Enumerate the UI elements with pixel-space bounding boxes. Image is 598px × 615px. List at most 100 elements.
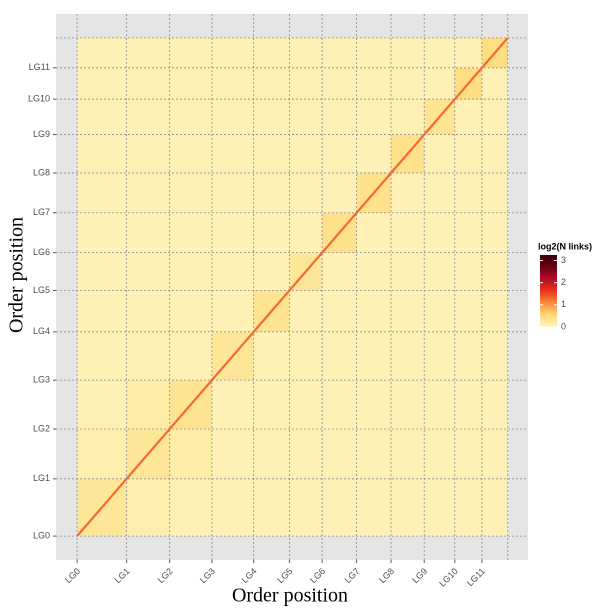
heatmap-cell bbox=[391, 331, 425, 381]
heatmap-cell bbox=[454, 134, 482, 173]
heatmap-cell bbox=[481, 478, 508, 537]
heatmap-cell bbox=[481, 172, 508, 213]
heatmap-cell bbox=[356, 134, 392, 173]
heatmap-cell bbox=[126, 99, 170, 135]
heatmap-cell bbox=[322, 290, 357, 332]
heatmap-cell bbox=[481, 252, 508, 291]
y-tick-label: LG1 bbox=[33, 473, 50, 483]
heatmap-cell bbox=[253, 212, 290, 253]
heatmap-cell bbox=[126, 331, 170, 381]
heatmap-cell bbox=[391, 478, 425, 537]
y-tick-label: LG11 bbox=[29, 62, 50, 72]
y-tick-label: LG3 bbox=[33, 375, 50, 385]
heatmap-cell bbox=[126, 134, 170, 173]
heatmap-cell bbox=[481, 290, 508, 332]
heatmap-cell bbox=[481, 428, 508, 479]
y-tick-label: LG7 bbox=[33, 207, 50, 217]
heatmap-cell bbox=[424, 212, 455, 253]
heatmap-cell bbox=[77, 134, 127, 173]
heatmap-cell bbox=[356, 37, 392, 68]
heatmap-cell bbox=[289, 331, 323, 381]
heatmap-cell bbox=[481, 212, 508, 253]
heatmap-cell bbox=[356, 331, 392, 381]
heatmap-cell bbox=[356, 478, 392, 537]
heatmap-cell bbox=[253, 134, 290, 173]
x-tick-label: LG8 bbox=[377, 566, 396, 585]
y-tick-label: LG4 bbox=[33, 326, 50, 336]
heatmap-cell bbox=[169, 67, 212, 100]
heatmap-cell bbox=[391, 172, 425, 213]
heatmap-cell bbox=[211, 67, 254, 100]
heatmap-cell bbox=[481, 331, 508, 381]
x-tick-label: LG5 bbox=[275, 566, 294, 585]
colorbar-label: 0 bbox=[561, 321, 566, 331]
heatmap-cell bbox=[424, 428, 455, 479]
heatmap-cell bbox=[289, 212, 323, 253]
heatmap-cell bbox=[322, 380, 357, 429]
heatmap-cell bbox=[126, 290, 170, 332]
heatmap-cell bbox=[289, 172, 323, 213]
heatmap-cell bbox=[77, 37, 127, 68]
heatmap-cell bbox=[211, 37, 254, 68]
heatmap-cell bbox=[481, 99, 508, 135]
y-tick-label: LG0 bbox=[33, 530, 50, 540]
heatmap-cell bbox=[169, 428, 212, 479]
heatmap-cell bbox=[169, 212, 212, 253]
heatmap-cell bbox=[253, 37, 290, 68]
heatmap-cell bbox=[454, 99, 482, 135]
x-tick-label: LG1 bbox=[113, 566, 132, 585]
heatmap-cell bbox=[391, 37, 425, 68]
heatmap-cell bbox=[77, 67, 127, 100]
heatmap-cell bbox=[211, 99, 254, 135]
heatmap-cell bbox=[391, 212, 425, 253]
heatmap-cell bbox=[356, 67, 392, 100]
heatmap-cell bbox=[77, 212, 127, 253]
x-tick-label: LG6 bbox=[308, 566, 327, 585]
heatmap-cell bbox=[253, 331, 290, 381]
x-tick-label: LG0 bbox=[63, 566, 82, 585]
heatmap-cell bbox=[322, 99, 357, 135]
y-tick-label: LG5 bbox=[33, 285, 50, 295]
heatmap-cell bbox=[356, 290, 392, 332]
diagonal bbox=[76, 37, 509, 537]
heatmap-cell bbox=[253, 380, 290, 429]
heatmap-cell bbox=[126, 37, 170, 68]
heatmap-cell bbox=[356, 99, 392, 135]
x-tick-label: LG4 bbox=[240, 566, 259, 585]
heatmap-cell bbox=[391, 380, 425, 429]
x-tick-label: LG11 bbox=[465, 566, 487, 588]
y-axis-title: Order position bbox=[6, 217, 28, 333]
colorbar bbox=[540, 255, 557, 327]
heatmap-cell bbox=[169, 134, 212, 173]
colorbar-label: 2 bbox=[561, 277, 566, 287]
x-tick-label: LG7 bbox=[343, 566, 362, 585]
heatmap-cell bbox=[126, 67, 170, 100]
heatmap-cell bbox=[126, 478, 170, 537]
heatmap-cell bbox=[454, 380, 482, 429]
heatmap-cell bbox=[454, 252, 482, 291]
heatmap-cell bbox=[77, 290, 127, 332]
heatmap-cell bbox=[126, 212, 170, 253]
heatmap-cell bbox=[454, 478, 482, 537]
x-tick-label: LG10 bbox=[437, 566, 460, 589]
heatmap-cell bbox=[169, 478, 212, 537]
heatmap-cell bbox=[289, 37, 323, 68]
x-axis-title: Order position bbox=[232, 585, 348, 607]
heatmap-cell bbox=[322, 172, 357, 213]
heatmap-cell bbox=[126, 172, 170, 213]
heatmap-cell bbox=[356, 252, 392, 291]
y-tick-label: LG2 bbox=[33, 423, 50, 433]
heatmap-cell bbox=[211, 212, 254, 253]
heatmap-cell bbox=[211, 252, 254, 291]
heatmap-cell bbox=[126, 380, 170, 429]
heatmap-cell bbox=[424, 134, 455, 173]
heatmap-cell bbox=[391, 67, 425, 100]
heatmap-cell bbox=[391, 290, 425, 332]
heatmap-cell bbox=[77, 428, 127, 479]
heatmap-cell bbox=[253, 428, 290, 479]
heatmap-cell bbox=[169, 252, 212, 291]
heatmap-cell bbox=[424, 290, 455, 332]
legend-title: log2(N links) bbox=[538, 241, 592, 251]
heatmap-cell bbox=[77, 252, 127, 291]
